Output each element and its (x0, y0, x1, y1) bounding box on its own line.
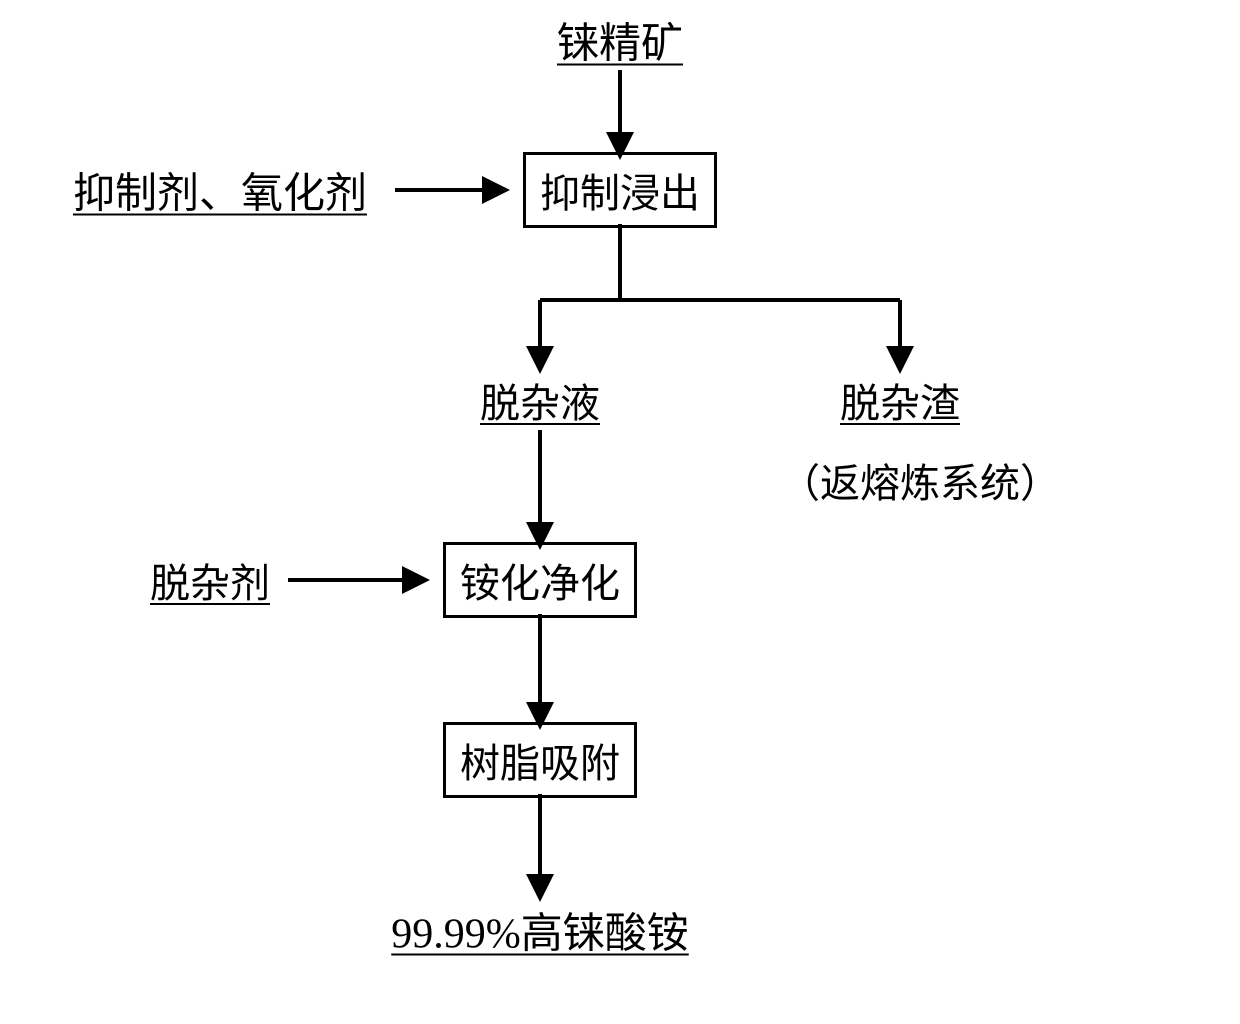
node-impurity-remover: 脱杂剂 (150, 551, 270, 609)
label: 树脂吸附 (460, 741, 620, 786)
label: 99.99%高铼酸铵 (391, 912, 689, 958)
label: 脱杂剂 (150, 561, 270, 606)
label: 铼精矿 (557, 22, 683, 68)
node-inhibited-leaching: 抑制浸出 (523, 152, 717, 228)
label: 铵化净化 (460, 561, 620, 606)
label: 脱杂渣 (840, 381, 960, 426)
label: 脱杂液 (480, 381, 600, 426)
node-ammoniation-purification: 铵化净化 (443, 542, 637, 618)
node-rhenium-concentrate: 铼精矿 (557, 10, 683, 71)
node-impurity-removal-residue: 脱杂渣 (840, 371, 960, 429)
label: 抑制浸出 (540, 171, 700, 216)
node-ammonium-perrhenate: 99.99%高铼酸铵 (391, 900, 689, 961)
node-inhibitor-oxidant: 抑制剂、氧化剂 (73, 160, 367, 221)
node-impurity-removal-liquid: 脱杂液 (480, 371, 600, 429)
label: 抑制剂、氧化剂 (73, 172, 367, 218)
node-resin-adsorption: 树脂吸附 (443, 722, 637, 798)
node-return-smelting-note: （返熔炼系统） (780, 451, 1060, 509)
label: （返熔炼系统） (780, 461, 1060, 506)
